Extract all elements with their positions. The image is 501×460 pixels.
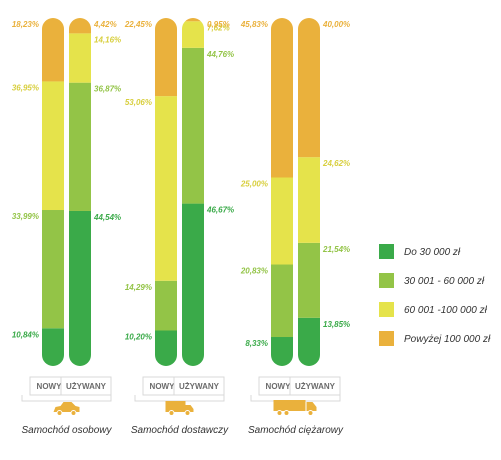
bar-segment-30-001-60-000-z- <box>182 47 204 204</box>
bar-segment-do-30-000-z- <box>155 330 177 366</box>
group-caption: Samochód dostawczy <box>131 425 229 436</box>
legend: Do 30 000 zł 30 001 - 60 000 zł 60 001 -10… <box>379 244 491 346</box>
legend-label: 60 001 -100 000 zł <box>404 305 488 316</box>
bar-segment-60-001-100-000-z- <box>298 157 320 243</box>
legend-item: 30 001 - 60 000 zł <box>379 273 485 288</box>
bar-category-label: UŻYWANY <box>179 382 220 391</box>
legend-swatch <box>379 244 394 259</box>
data-label: 45,83% <box>240 20 268 29</box>
legend-item: Do 30 000 zł <box>379 244 461 259</box>
bar-segment-powy-ej-100-000-z- <box>69 18 91 34</box>
data-label: 25,00% <box>240 180 268 189</box>
data-label: 36,95% <box>12 83 39 92</box>
data-label: 44,76% <box>206 50 234 59</box>
legend-label: 30 001 - 60 000 zł <box>404 276 485 287</box>
data-label: 18,23% <box>12 20 39 29</box>
legend-item: 60 001 -100 000 zł <box>379 302 488 317</box>
data-label: 14,29% <box>125 283 152 292</box>
truck-icon <box>273 400 317 416</box>
bar-segment-do-30-000-z- <box>69 210 91 366</box>
value-labels-layer: 10,84% 33,99% 36,95% 18,23% 44,54% 36,87% 14,1… <box>12 20 350 348</box>
bar-segment-powy-ej-100-000-z- <box>155 18 177 97</box>
data-label: 22,45% <box>124 20 152 29</box>
legend-item: Powyżej 100 000 zł <box>379 331 491 346</box>
data-label: 20,83% <box>240 267 268 276</box>
bar-segment-do-30-000-z- <box>271 337 293 366</box>
bar-category-label: UŻYWANY <box>66 382 107 391</box>
bar-segment-powy-ej-100-000-z- <box>271 18 293 178</box>
bar-category-tag: UŻYWANY <box>173 376 225 396</box>
group-bracket <box>21 395 112 402</box>
data-label: 13,85% <box>323 320 350 329</box>
stacked-bar-2-uzywany <box>182 18 204 366</box>
bar-category-tag: UŻYWANY <box>289 376 341 396</box>
bar-segment-60-001-100-000-z- <box>42 81 64 211</box>
data-label: 0,95% <box>207 20 230 29</box>
group-caption: Samochód osobowy <box>21 425 112 436</box>
bar-category-label: NOWY <box>266 382 292 391</box>
bar-segment-do-30-000-z- <box>42 328 64 366</box>
bar-category-tag: UŻYWANY <box>60 376 112 396</box>
bar-segment-30-001-60-000-z- <box>155 280 177 331</box>
bar-segment-60-001-100-000-z- <box>271 177 293 265</box>
stacked-bar-2-nowy <box>155 18 177 366</box>
van-icon <box>165 401 194 416</box>
data-label: 24,62% <box>322 159 350 168</box>
bar-segment-powy-ej-100-000-z- <box>298 18 320 158</box>
bar-segment-30-001-60-000-z- <box>271 264 293 338</box>
data-label: 40,00% <box>322 20 350 29</box>
data-label: 44,54% <box>93 213 121 222</box>
car-icon <box>53 402 80 416</box>
data-label: 21,54% <box>322 245 350 254</box>
data-label: 53,06% <box>125 98 152 107</box>
data-label: 10,84% <box>12 330 39 339</box>
bar-segment-30-001-60-000-z- <box>69 82 91 211</box>
bar-segment-do-30-000-z- <box>298 317 320 366</box>
data-label: 36,87% <box>94 85 121 94</box>
stacked-bar-3-uzywany <box>298 18 320 366</box>
bar-category-label: UŻYWANY <box>295 382 336 391</box>
legend-label: Powyżej 100 000 zł <box>404 334 491 345</box>
data-label: 10,20% <box>125 333 152 342</box>
bar-segment-powy-ej-100-000-z- <box>42 18 64 82</box>
bar-segment-60-001-100-000-z- <box>182 21 204 48</box>
data-label: 8,33% <box>245 339 268 348</box>
data-label: 4,42% <box>93 20 117 29</box>
data-label: 46,67% <box>206 206 234 215</box>
bar-category-label: NOWY <box>37 382 63 391</box>
bar-segment-30-001-60-000-z- <box>42 210 64 329</box>
bar-segment-powy-ej-100-000-z- <box>182 18 204 22</box>
stacked-bar-1-nowy <box>42 18 64 366</box>
data-label: 14,16% <box>94 35 121 44</box>
legend-label: Do 30 000 zł <box>404 247 461 258</box>
group-bracket <box>134 395 225 402</box>
data-label: 7,62% <box>207 23 230 32</box>
bar-category-label: NOWY <box>150 382 176 391</box>
bar-segment-60-001-100-000-z- <box>155 96 177 281</box>
stacked-bar-3-nowy <box>271 18 293 366</box>
group-caption: Samochód ciężarowy <box>248 425 344 436</box>
bar-segment-60-001-100-000-z- <box>69 33 91 83</box>
legend-swatch <box>379 302 394 317</box>
bar-segment-do-30-000-z- <box>182 203 204 366</box>
data-label: 33,99% <box>12 212 39 221</box>
stacked-bar-1-uzywany <box>69 18 91 366</box>
bar-segment-30-001-60-000-z- <box>298 242 320 318</box>
bars-layer <box>42 18 320 366</box>
legend-swatch <box>379 331 394 346</box>
legend-swatch <box>379 273 394 288</box>
